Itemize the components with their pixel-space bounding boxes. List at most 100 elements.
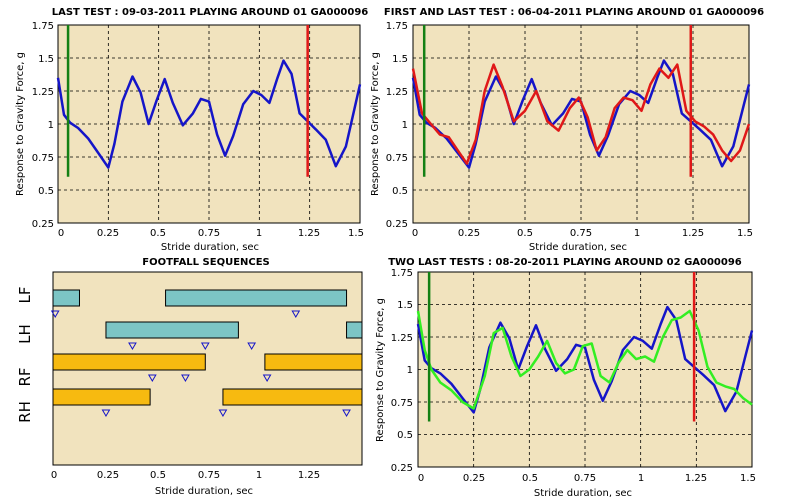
marker-lines — [422, 25, 693, 177]
chart-title: LAST TEST : 09-03-2011 PLAYING AROUND 01… — [52, 7, 369, 18]
footfall-bar-rf — [52, 353, 206, 371]
footfall-triangle-marker — [291, 310, 301, 318]
x-tick-label: 0 — [412, 228, 418, 239]
x-tick-label: 0.5 — [150, 470, 166, 481]
footfall-triangle-marker — [147, 374, 157, 382]
footfall-triangle-marker — [247, 342, 257, 350]
y-tick-labels: 1.75 1.5 1.25 1 0.75 0.5 0.25 — [386, 21, 408, 230]
footfall-bar-rh — [52, 388, 151, 406]
x-axis-label: Stride duration, sec — [155, 486, 253, 497]
chart-two-last-tests: TWO LAST TESTS : 08-20-2011 PLAYING AROU… — [375, 257, 756, 499]
x-tick-labels: 0 0.25 0.5 0.75 1 1.25 1.5 — [418, 473, 756, 484]
x-axis-label: Stride duration, sec — [534, 488, 632, 499]
x-tick-label: 1.5 — [737, 228, 753, 239]
x-tick-label: 0.25 — [97, 470, 119, 481]
x-tick-label: 1.5 — [348, 228, 364, 239]
y-tick-label: 1 — [402, 120, 408, 131]
y-tick-label: 1.5 — [38, 54, 54, 65]
y-tick-label: 1.75 — [32, 21, 54, 32]
x-tick-labels: 0 0.25 0.5 0.75 1 1.25 1.5 — [412, 228, 753, 239]
x-tick-label: 0.25 — [458, 228, 480, 239]
y-tick-label: 0.5 — [397, 430, 413, 441]
y-tick-label: 0.25 — [32, 219, 54, 230]
x-tick-label: 1.5 — [740, 473, 756, 484]
chart-title: TWO LAST TESTS : 08-20-2011 PLAYING AROU… — [388, 257, 742, 268]
y-tick-label: 0.75 — [391, 398, 413, 409]
chart-first-and-last-test: FIRST AND LAST TEST : 06-04-2011 PLAYING… — [370, 7, 764, 253]
footfall-triangle-marker — [218, 409, 228, 417]
x-tick-label: 0.5 — [517, 228, 533, 239]
footfall-triangle-marker — [101, 409, 111, 417]
x-tick-label: 0.75 — [198, 470, 220, 481]
grid-lines — [58, 25, 360, 223]
x-tick-label: 0.75 — [198, 228, 220, 239]
chart-title: FIRST AND LAST TEST : 06-04-2011 PLAYING… — [384, 7, 764, 18]
x-tick-label: 0 — [58, 228, 64, 239]
x-tick-label: 0.75 — [574, 473, 596, 484]
y-tick-label: 1.25 — [391, 333, 413, 344]
row-label-rh: RH — [16, 401, 34, 423]
y-axis-label: Response to Gravity Force, g — [370, 52, 381, 196]
y-tick-label: 0.25 — [386, 219, 408, 230]
footfall-bar-lf — [165, 289, 348, 307]
y-tick-label: 1.75 — [386, 21, 408, 32]
footfall-bars — [50, 289, 363, 417]
x-tick-label: 1.25 — [298, 470, 320, 481]
marker-lines — [427, 272, 696, 422]
y-tick-label: 1.25 — [32, 87, 54, 98]
y-tick-label: 0.75 — [386, 153, 408, 164]
chart-title: FOOTFALL SEQUENCES — [142, 257, 270, 268]
y-tick-label: 0.5 — [392, 186, 408, 197]
chart-footfall-sequences: FOOTFALL SEQUENCES LF LH RF RH 0 0.25 0.… — [16, 257, 363, 497]
y-tick-labels: 1.75 1.5 1.25 1 0.75 0.5 0.25 — [32, 21, 54, 230]
y-tick-label: 1.25 — [386, 87, 408, 98]
x-tick-label: 1.25 — [682, 228, 704, 239]
y-tick-label: 0.75 — [32, 153, 54, 164]
footfall-bar-lh — [105, 321, 239, 339]
y-axis-label: Response to Gravity Force, g — [15, 52, 26, 196]
y-tick-label: 0.5 — [38, 186, 54, 197]
x-tick-label: 0.5 — [522, 473, 538, 484]
footfall-triangle-marker — [50, 310, 60, 318]
footfall-bar-lh — [346, 321, 363, 339]
y-tick-label: 1.75 — [391, 268, 413, 279]
footfall-bar-rh — [222, 388, 363, 406]
x-tick-labels: 0 0.25 0.5 0.75 1 1.25 — [51, 470, 320, 481]
series-line-bright_green — [416, 309, 753, 410]
marker-lines — [66, 25, 309, 177]
footfall-triangle-marker — [262, 374, 272, 382]
x-tick-label: 0 — [418, 473, 424, 484]
row-label-lf: LF — [16, 287, 34, 304]
x-tick-label: 1.25 — [298, 228, 320, 239]
x-tick-label: 1 — [256, 228, 262, 239]
x-axis-label: Stride duration, sec — [161, 242, 259, 253]
x-tick-label: 0.25 — [97, 228, 119, 239]
x-tick-label: 1 — [634, 228, 640, 239]
row-label-rf: RF — [16, 367, 34, 386]
y-tick-label: 1.5 — [392, 54, 408, 65]
chart-last-test: LAST TEST : 09-03-2011 PLAYING AROUND 01… — [15, 7, 368, 253]
footfall-triangle-marker — [181, 374, 190, 382]
x-tick-labels: 0 0.25 0.5 0.75 1 1.25 1.5 — [58, 228, 364, 239]
y-tick-label: 1.5 — [397, 300, 413, 311]
series-line-red — [411, 63, 751, 165]
x-tick-label: 1 — [638, 473, 644, 484]
row-label-lh: LH — [16, 324, 34, 344]
x-tick-label: 0.5 — [150, 228, 166, 239]
footfall-triangle-marker — [128, 342, 137, 350]
y-tick-labels: 1.75 1.5 1.25 1 0.75 0.5 0.25 — [391, 268, 413, 474]
footfall-bar-lf — [52, 289, 80, 307]
x-tick-label: 0.25 — [463, 473, 485, 484]
x-tick-label: 0 — [51, 470, 57, 481]
y-tick-label: 1 — [48, 120, 54, 131]
y-axis-label: Response to Gravity Force, g — [375, 298, 386, 442]
y-tick-label: 0.25 — [391, 463, 413, 474]
footfall-triangle-marker — [200, 342, 210, 350]
y-tick-label: 1 — [407, 365, 413, 376]
x-tick-label: 1.25 — [685, 473, 707, 484]
footfall-bar-rf — [264, 353, 363, 371]
x-tick-label: 0.75 — [570, 228, 592, 239]
row-labels: LF LH RF RH — [16, 287, 34, 423]
x-tick-label: 1 — [256, 470, 262, 481]
